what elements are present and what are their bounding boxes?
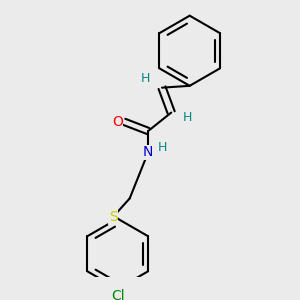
Text: H: H <box>141 72 150 85</box>
Text: H: H <box>158 141 168 154</box>
Text: N: N <box>143 145 153 159</box>
Text: H: H <box>183 111 193 124</box>
Text: O: O <box>112 115 123 129</box>
Text: S: S <box>109 210 118 224</box>
Text: Cl: Cl <box>111 289 124 300</box>
